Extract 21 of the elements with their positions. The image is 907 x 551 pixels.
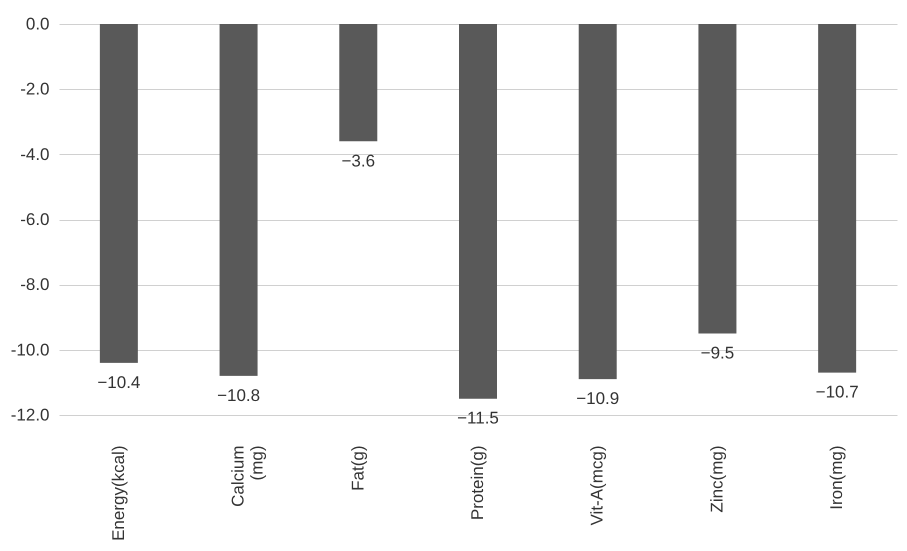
- y-tick-label: 0.0: [26, 14, 50, 34]
- x-tick-label: Zinc(mg): [707, 446, 726, 513]
- x-tick-label: Energy(kcal): [108, 446, 128, 541]
- data-label: −10.8: [217, 386, 260, 405]
- data-label: −10.7: [816, 382, 859, 402]
- x-tick-label: Vit-A(mcg): [588, 446, 607, 526]
- y-tick-label: -8.0: [20, 275, 50, 294]
- data-label: −11.5: [457, 408, 499, 428]
- y-tick-label: -10.0: [10, 340, 50, 360]
- data-label: −3.6: [342, 151, 376, 170]
- x-tick-label: Protein(g): [468, 446, 487, 520]
- data-label: −9.5: [700, 344, 734, 363]
- x-tick-label: Iron(mg): [827, 446, 846, 510]
- x-tick-label: Calcium (mg): [228, 446, 267, 507]
- y-tick-label: -2.0: [20, 80, 50, 99]
- y-tick-label: -6.0: [20, 210, 50, 229]
- x-tick-label: Fat(g): [348, 446, 368, 491]
- y-tick-label: -12.0: [10, 406, 50, 424]
- data-label: −10.9: [576, 389, 620, 408]
- y-tick-label: -4.0: [20, 144, 50, 164]
- data-label: −10.4: [97, 372, 140, 392]
